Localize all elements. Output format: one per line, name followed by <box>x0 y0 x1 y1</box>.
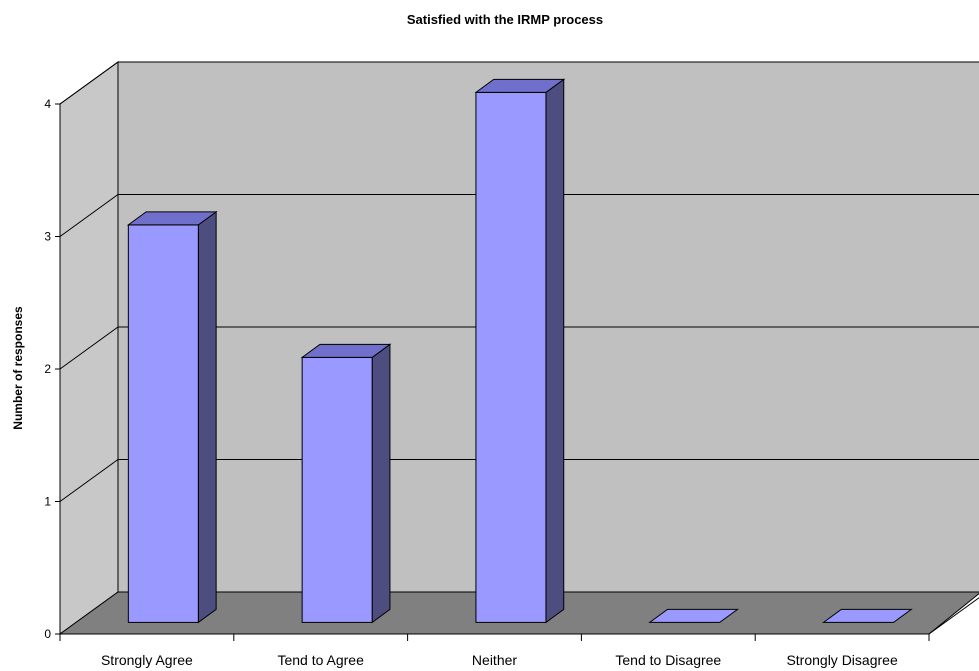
y-tick-label: 1 <box>44 495 51 509</box>
axes <box>55 103 979 641</box>
floor-edge-right <box>928 597 979 635</box>
category-labels: Strongly Agree Tend to Agree Neither Tend t… <box>101 652 898 668</box>
y-tick-label: 2 <box>44 362 51 376</box>
y-tick-label: 3 <box>44 230 51 244</box>
category-label: Strongly Disagree <box>786 652 897 668</box>
bar-side <box>545 78 565 624</box>
category-label: Strongly Agree <box>101 652 193 668</box>
bar <box>474 78 566 624</box>
y-axis-title: Number of responses <box>11 306 25 430</box>
gridline <box>59 459 979 502</box>
y-tick-label: 4 <box>44 97 51 111</box>
bar-side <box>197 210 217 624</box>
gridline <box>59 326 979 370</box>
gridlines <box>59 61 979 502</box>
bar-top <box>126 211 218 226</box>
chart-title: Satisfied with the IRMP process <box>407 12 603 27</box>
bar-top <box>822 608 913 623</box>
category-label: Neither <box>472 652 517 668</box>
bar-top <box>648 608 740 623</box>
bar-front <box>127 224 199 623</box>
bar <box>126 210 218 624</box>
y-tick-labels: 0 1 2 3 4 <box>44 97 51 641</box>
bar-top <box>474 78 566 93</box>
category-label: Tend to Agree <box>277 652 364 668</box>
gridline <box>59 194 979 237</box>
y-tick-label: 0 <box>44 627 51 641</box>
bar <box>648 608 740 623</box>
bar-top <box>300 343 392 358</box>
category-label: Tend to Disagree <box>615 652 721 668</box>
gridline <box>59 61 979 105</box>
bar-side <box>371 343 391 624</box>
bar <box>300 343 392 624</box>
bar <box>822 608 913 623</box>
bar-front <box>301 356 373 623</box>
bars <box>126 78 913 624</box>
bar-front <box>475 91 547 623</box>
